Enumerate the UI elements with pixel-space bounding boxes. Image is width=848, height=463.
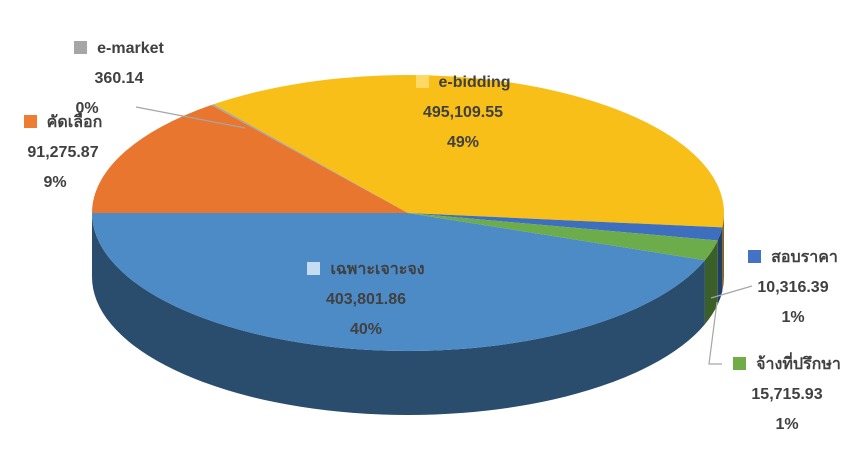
pie-slice-top-3 (92, 213, 705, 351)
pie-slice-top-2 (213, 75, 725, 228)
leader-line-2 (708, 301, 722, 365)
leader-line-0 (135, 106, 246, 129)
pie-slice-top-1 (92, 105, 408, 213)
pie-slice-top-4 (408, 213, 723, 241)
pie-slice-top-0 (211, 104, 408, 213)
pie-slice-top-5 (408, 213, 718, 261)
leader-line-1 (710, 285, 753, 299)
pie-slice-wall-3 (92, 213, 705, 415)
pie-slice-wall-4 (717, 227, 723, 305)
pie-slice-wall-2 (722, 213, 725, 292)
pie-slice-wall-5 (704, 240, 718, 325)
